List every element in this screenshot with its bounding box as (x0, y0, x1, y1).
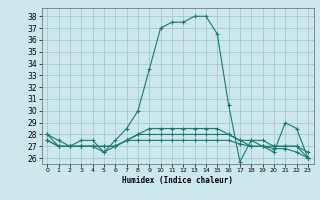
X-axis label: Humidex (Indice chaleur): Humidex (Indice chaleur) (122, 176, 233, 185)
